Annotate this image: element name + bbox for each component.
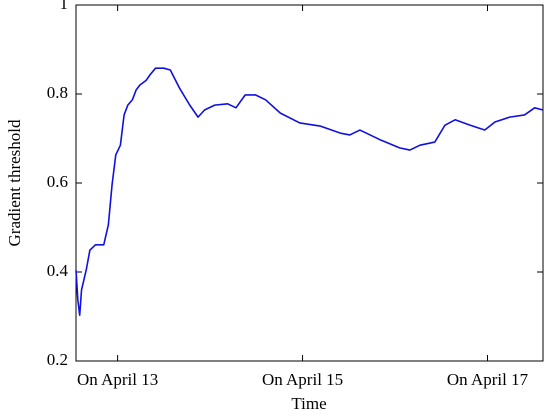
y-tick-label: 0.4 (47, 261, 69, 280)
data-line (75, 67, 544, 316)
x-tick-label: On April 15 (262, 370, 343, 389)
y-tick-label: 0.2 (47, 350, 68, 369)
y-tick-label: 0.6 (47, 172, 68, 191)
x-tick-label: On April 13 (77, 370, 158, 389)
y-tick-label: 1 (60, 0, 69, 13)
y-axis-label: Gradient threshold (5, 119, 24, 246)
x-axis-label: Time (291, 394, 326, 413)
y-tick-label: 0.8 (47, 83, 68, 102)
x-tick-label: On April 17 (447, 370, 529, 389)
plot-frame (75, 4, 544, 362)
